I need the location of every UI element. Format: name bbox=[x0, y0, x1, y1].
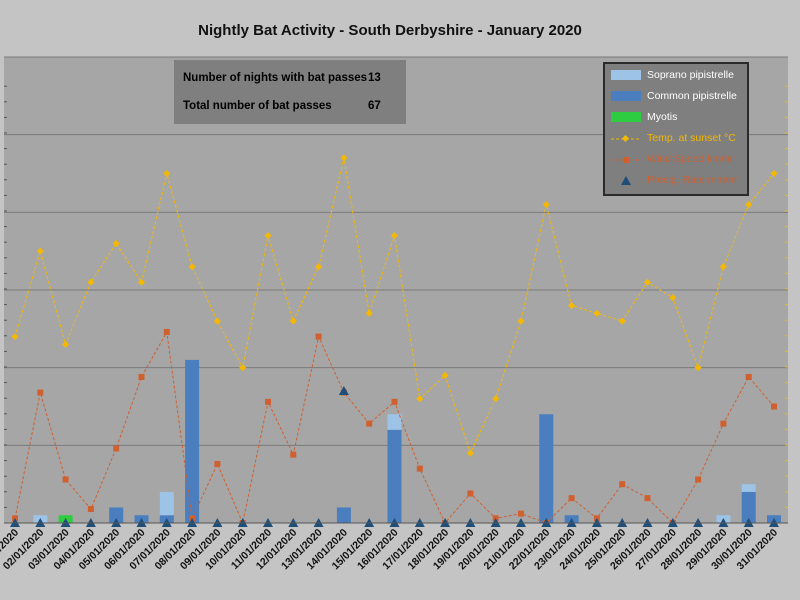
temp-point bbox=[542, 201, 550, 209]
temp-point bbox=[62, 340, 70, 348]
temp-point bbox=[137, 278, 146, 286]
bar-soprano bbox=[387, 414, 402, 430]
wind-point bbox=[37, 389, 44, 396]
wind-point bbox=[391, 398, 398, 405]
legend-item-precip: Precip. Rate mm/hr bbox=[611, 172, 737, 188]
legend-swatch-wind bbox=[611, 154, 641, 164]
wind-point bbox=[87, 506, 94, 513]
legend-swatch-precip bbox=[611, 175, 641, 186]
legend-label-myotis: Myotis bbox=[647, 111, 678, 124]
wind-point bbox=[138, 373, 145, 380]
legend-item-temp: Temp. at sunset °C bbox=[611, 130, 736, 146]
legend-label-common: Common pipistrelle bbox=[647, 90, 737, 103]
wind-point bbox=[315, 333, 322, 340]
legend-precip-icon bbox=[621, 176, 631, 186]
wind-point bbox=[62, 476, 69, 483]
legend-item-soprano: Soprano pipistrelle bbox=[611, 67, 734, 83]
wind-point bbox=[518, 510, 524, 517]
wind-point bbox=[720, 420, 727, 427]
legend-swatch-soprano bbox=[611, 70, 641, 81]
wind-point bbox=[771, 403, 777, 410]
temp-point bbox=[669, 294, 677, 302]
temp-point bbox=[719, 263, 727, 271]
temp-point bbox=[441, 371, 449, 379]
temp-point bbox=[87, 278, 95, 286]
temp-point bbox=[390, 232, 399, 240]
stats-row-total: Total number of bat passes 67 bbox=[183, 100, 381, 112]
temp-point bbox=[289, 317, 297, 325]
stats-total-label: Total number of bat passes bbox=[183, 100, 332, 112]
wind-point bbox=[745, 373, 752, 380]
wind-point bbox=[467, 490, 474, 497]
bar-common bbox=[741, 491, 756, 523]
legend-label-temp: Temp. at sunset °C bbox=[647, 132, 736, 145]
wind-point bbox=[416, 465, 423, 472]
legend-label-precip: Precip. Rate mm/hr bbox=[647, 174, 738, 187]
wind-point bbox=[366, 420, 373, 427]
wind-point bbox=[644, 495, 651, 502]
wind-point bbox=[163, 328, 170, 335]
temp-point bbox=[416, 395, 424, 403]
temp-point bbox=[492, 395, 500, 403]
stats-nights-label: Number of nights with bat passes bbox=[183, 72, 368, 84]
precip-point bbox=[338, 385, 349, 395]
chart-legend: Soprano pipistrelle Common pipistrelle M… bbox=[603, 62, 749, 196]
temp-point bbox=[264, 232, 272, 240]
temp-point bbox=[643, 278, 652, 286]
legend-label-soprano: Soprano pipistrelle bbox=[647, 69, 734, 82]
temp-point bbox=[112, 239, 120, 247]
wind-point bbox=[290, 451, 297, 458]
temp-point bbox=[239, 364, 247, 372]
temp-point bbox=[466, 449, 474, 457]
temp-point bbox=[36, 247, 44, 255]
wind-point bbox=[214, 460, 221, 467]
temp-point bbox=[593, 309, 601, 317]
legend-item-wind: Wind Speed km/hr bbox=[611, 151, 733, 167]
temp-point bbox=[11, 333, 19, 341]
legend-label-wind: Wind Speed km/hr bbox=[647, 153, 734, 166]
temp-point bbox=[568, 301, 576, 310]
stats-total-value: 67 bbox=[368, 100, 381, 112]
temp-point bbox=[163, 169, 171, 178]
legend-swatch-myotis bbox=[611, 112, 641, 123]
temp-point bbox=[340, 154, 348, 162]
temp-point bbox=[745, 201, 753, 209]
temp-point bbox=[770, 169, 778, 178]
bar-common bbox=[387, 429, 402, 523]
temp-point bbox=[517, 317, 525, 325]
wind-point bbox=[695, 476, 702, 483]
stats-box: Number of nights with bat passes13 Total… bbox=[174, 60, 406, 124]
stats-row-nights: Number of nights with bat passes13 bbox=[183, 72, 381, 84]
legend-item-common: Common pipistrelle bbox=[611, 88, 737, 104]
temp-point bbox=[213, 317, 221, 325]
wind-point bbox=[619, 481, 626, 488]
bar-common bbox=[336, 507, 351, 523]
bar-common bbox=[109, 507, 124, 523]
temp-point bbox=[188, 263, 196, 271]
wind-point bbox=[113, 445, 120, 452]
temp-point bbox=[618, 317, 626, 325]
wind-point bbox=[265, 398, 271, 405]
legend-temp-icon bbox=[611, 135, 641, 143]
bar-common bbox=[185, 359, 200, 523]
legend-wind-icon bbox=[611, 157, 641, 164]
legend-swatch-common bbox=[611, 91, 641, 102]
bar-soprano bbox=[741, 484, 756, 492]
temp-point bbox=[365, 309, 373, 317]
bar-common bbox=[539, 414, 554, 523]
wind-point bbox=[568, 495, 575, 502]
temp-point bbox=[694, 364, 702, 372]
legend-swatch-temp bbox=[611, 133, 641, 143]
temp-point bbox=[315, 263, 323, 271]
bar-soprano bbox=[159, 491, 174, 516]
chart-title: Nightly Bat Activity - South Derbyshire … bbox=[198, 22, 582, 39]
stats-nights-value: 13 bbox=[368, 72, 381, 84]
legend-item-myotis: Myotis bbox=[611, 109, 677, 125]
